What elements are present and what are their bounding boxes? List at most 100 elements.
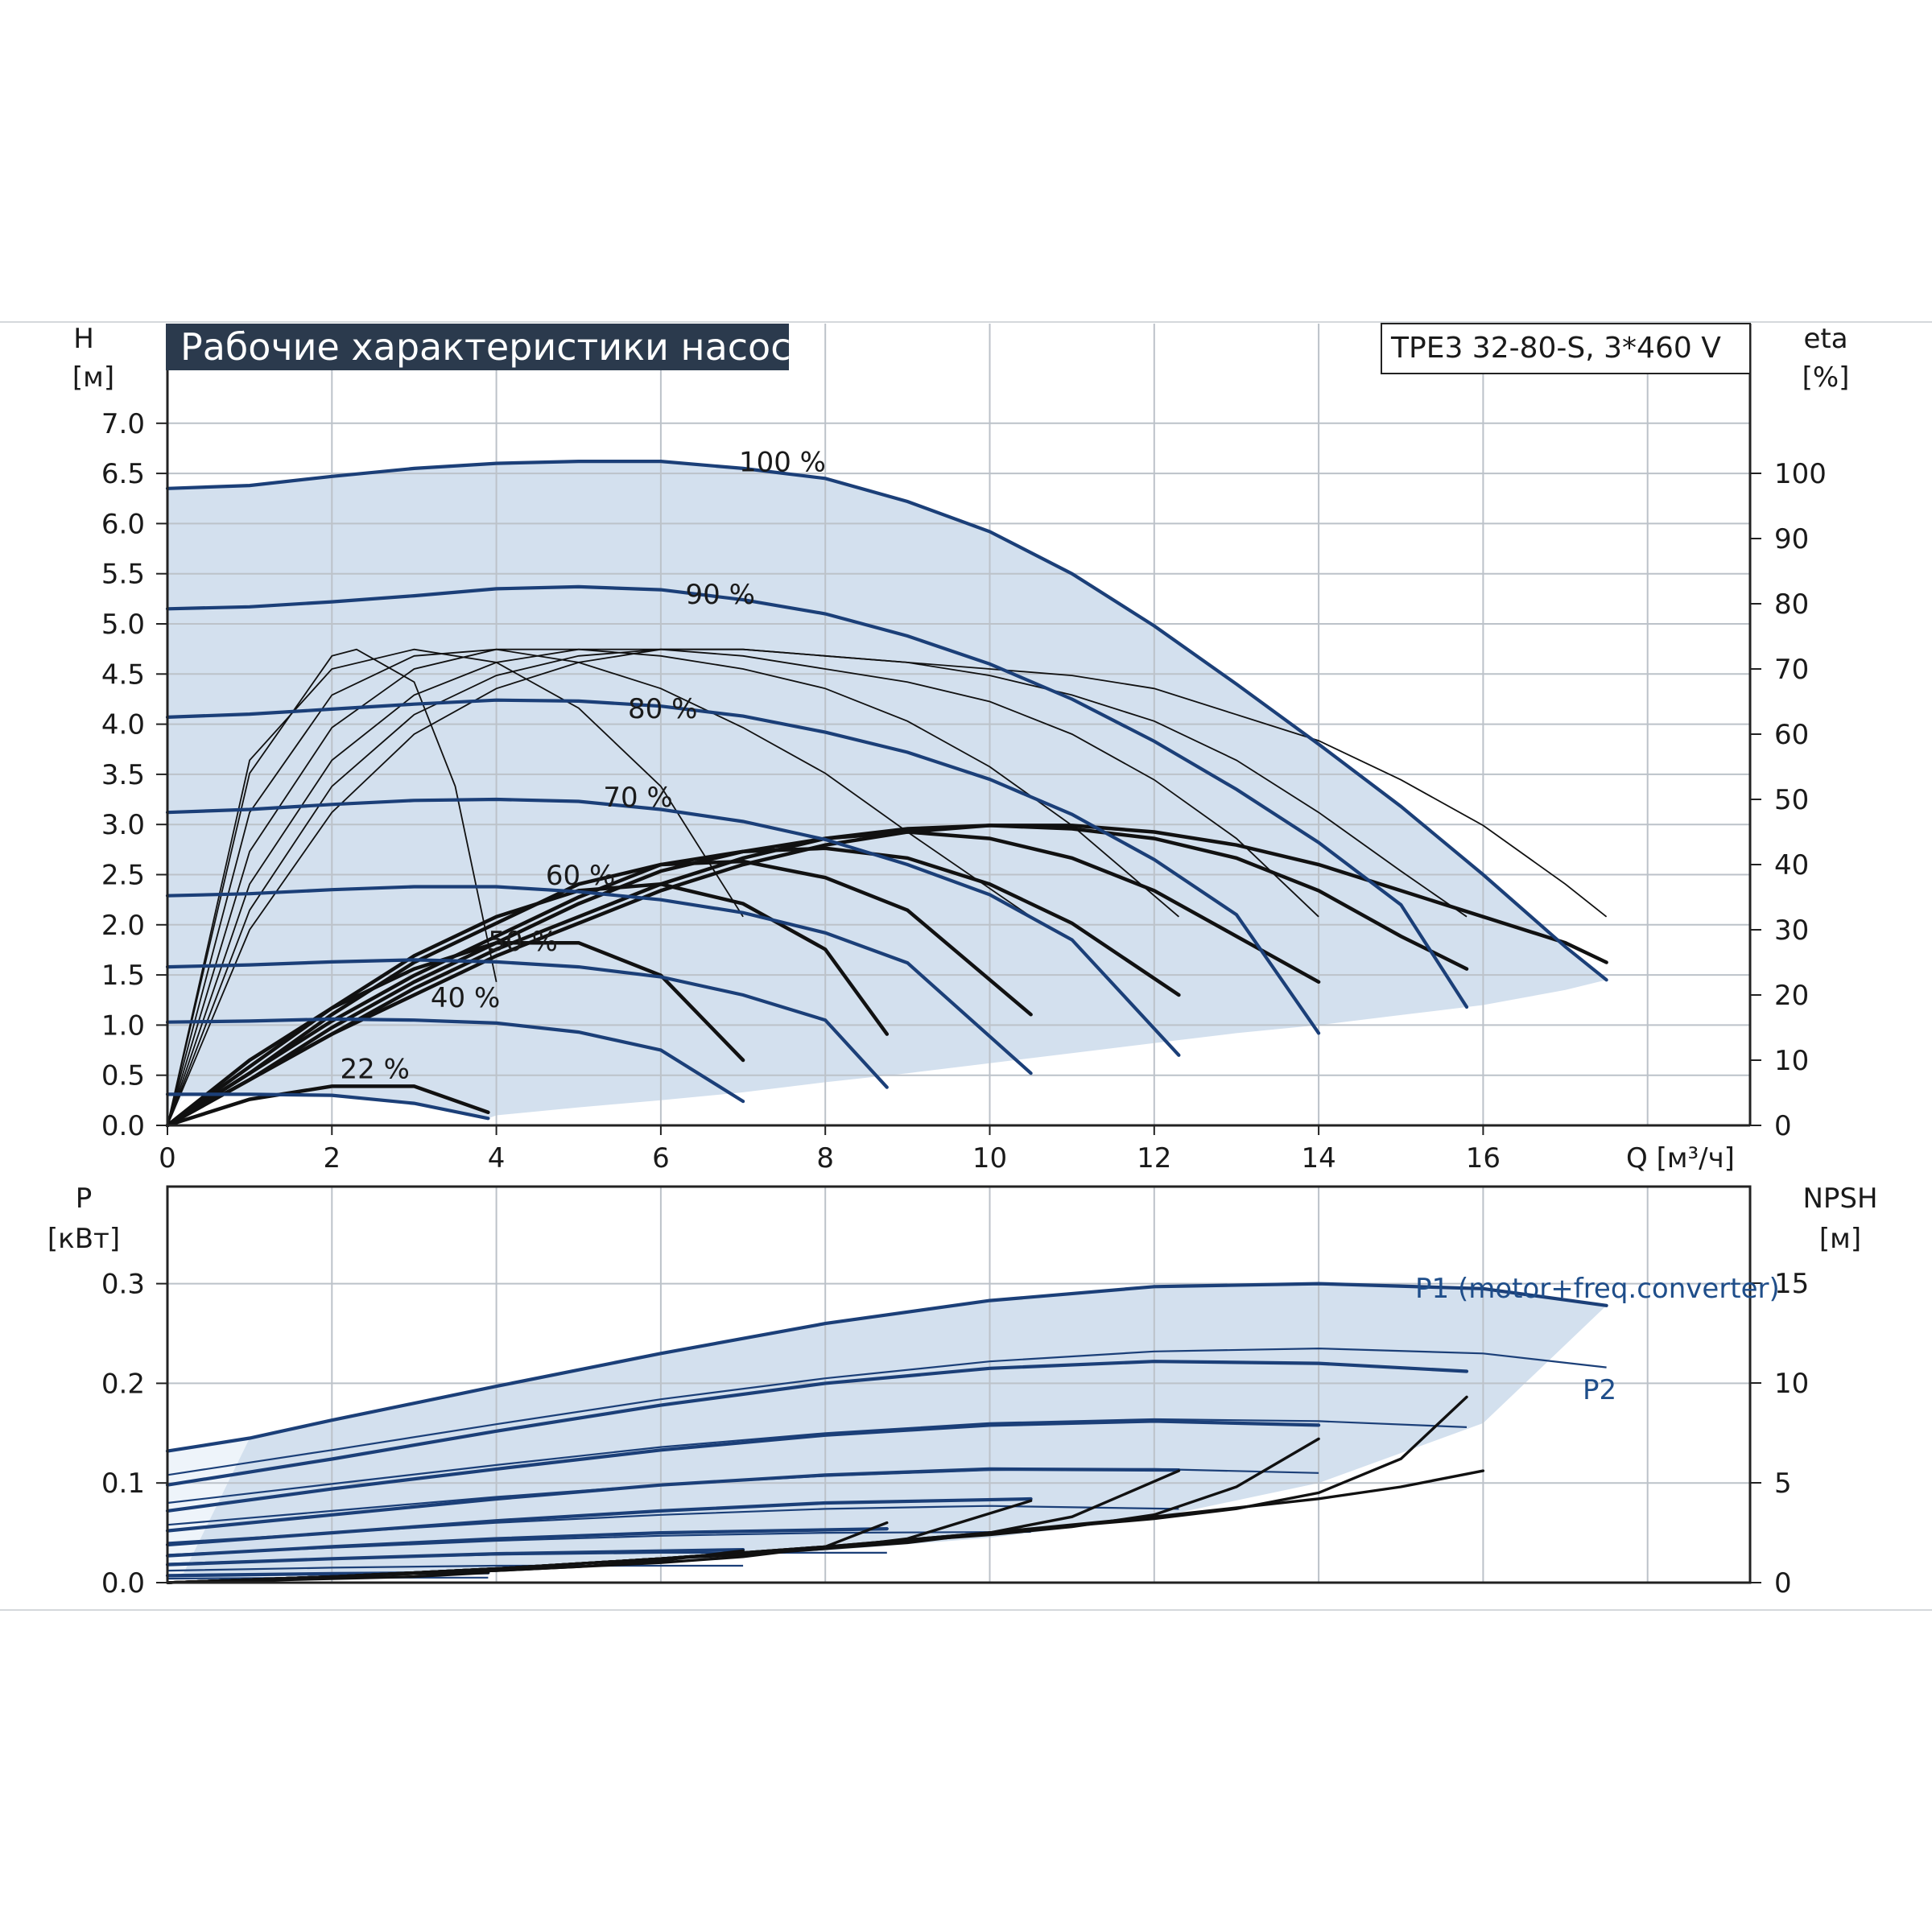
speed-label: 90 %	[686, 579, 755, 611]
x-tick-label: 6	[652, 1142, 670, 1174]
efficiency-parabola	[167, 648, 1468, 1126]
npsh-tick-label: 10	[1774, 1368, 1809, 1400]
x-tick-label: 2	[323, 1142, 341, 1174]
npsh-y-unit: [м]	[1819, 1223, 1861, 1255]
speed-label: 50 %	[488, 926, 557, 958]
head-curve	[165, 460, 1608, 982]
speed-label: 80 %	[628, 693, 697, 725]
head-x-label: Q [м³/ч]	[1626, 1142, 1735, 1174]
y2-tick-label: 100	[1774, 458, 1827, 490]
y2-tick-label: 40	[1774, 849, 1809, 881]
p1-series-label: P1 (motor+freq.converter)	[1415, 1273, 1780, 1305]
chart-title-box	[166, 324, 789, 370]
y2-tick-label: 20	[1774, 980, 1809, 1012]
x-tick-label: 4	[488, 1142, 506, 1174]
npsh-tick-label: 15	[1774, 1268, 1809, 1300]
head-curves	[165, 460, 1608, 1121]
y-tick-label: 3.0	[101, 809, 145, 841]
p1-curves	[165, 1282, 1608, 1578]
y-tick-label: 4.5	[101, 658, 145, 691]
x-tick-label: 14	[1301, 1142, 1335, 1174]
power-tick-labels: 0.0 0.1 0.2 0.3 0 5 10 15	[101, 1268, 1809, 1600]
efficiency-parabola-curves	[167, 648, 1608, 1126]
eta-y-label: eta	[1803, 323, 1847, 355]
head-curve	[165, 1017, 745, 1104]
efficiency-curve	[165, 1084, 490, 1128]
speed-label: 70 %	[603, 782, 672, 814]
head-curve	[165, 1092, 490, 1121]
head-y-unit: [м]	[72, 361, 114, 394]
model-label: TPE3 32-80-S, 3*460 V	[1390, 332, 1721, 365]
y2-tick-label: 80	[1774, 588, 1809, 621]
npsh-tick-label: 5	[1774, 1468, 1792, 1500]
efficiency-curve	[165, 859, 1033, 1128]
head-chart-panel: 0.0 0.5 1.0 1.5 2.0 2.5 3.0 3.5 4.0 4.5 5.0 5.5 6.0 6…	[101, 324, 1827, 1174]
power-axes	[166, 1185, 1752, 1584]
y-tick-label: 4.0	[101, 709, 145, 741]
p2-curves	[167, 1347, 1607, 1580]
power-y-label: P	[76, 1183, 93, 1215]
efficiency-parabola	[167, 648, 744, 1126]
speed-label: 40 %	[431, 982, 500, 1014]
y-tick-label: 2.0	[101, 910, 145, 942]
y-tick-label: 1.0	[101, 1009, 145, 1042]
y-tick-label: 1.5	[101, 960, 145, 992]
p2-curve	[167, 1347, 1607, 1476]
p1-curve	[165, 1527, 889, 1558]
eta-y-unit: [%]	[1802, 361, 1850, 394]
speed-label: 100 %	[739, 447, 826, 479]
y-tick-label: 6.0	[101, 508, 145, 540]
p2-curve	[167, 1418, 1468, 1505]
p-tick-label: 0.0	[101, 1567, 145, 1600]
y2-tick-label: 60	[1774, 719, 1809, 751]
operating-envelope	[167, 461, 1607, 1119]
head-curve	[165, 797, 1181, 1057]
y2-tick-label: 90	[1774, 523, 1809, 555]
model-box	[1381, 323, 1751, 374]
npsh-curve	[166, 1549, 745, 1584]
y2-tick-label: 70	[1774, 654, 1809, 686]
y2-tick-label: 50	[1774, 784, 1809, 816]
speed-label: 60 %	[546, 860, 615, 892]
head-curve	[165, 885, 1033, 1075]
npsh-tick-label: 0	[1774, 1567, 1792, 1600]
efficiency-parabola	[167, 648, 497, 1126]
head-curve	[165, 958, 889, 1089]
p1-curve	[165, 1282, 1608, 1453]
head-tick-labels: 0.0 0.5 1.0 1.5 2.0 2.5 3.0 3.5 4.0 4.5 5.0 5.5 6.0 6…	[101, 408, 1827, 1174]
y-tick-label: 6.5	[101, 458, 145, 490]
power-chart-panel: 0.0 0.1 0.2 0.3 0 5 10 15	[101, 1185, 1809, 1600]
efficiency-curve	[165, 882, 890, 1128]
p1-curve	[165, 1467, 1181, 1533]
p-tick-label: 0.1	[101, 1468, 145, 1500]
p2-series-label: P2	[1583, 1374, 1616, 1406]
y-tick-label: 3.5	[101, 759, 145, 791]
p1-curve	[165, 1548, 745, 1567]
speed-label: 22 %	[341, 1053, 410, 1085]
y-tick-label: 0.0	[101, 1110, 145, 1142]
efficiency-parabola	[167, 648, 1319, 1126]
efficiency-curve	[165, 940, 745, 1128]
p1-curve	[165, 1360, 1469, 1487]
y2-tick-label: 30	[1774, 914, 1809, 947]
y-tick-label: 7.0	[101, 408, 145, 440]
efficiency-parabola	[167, 648, 1032, 1126]
npsh-curve	[166, 1571, 490, 1584]
y-tick-label: 5.5	[101, 559, 145, 591]
p-tick-label: 0.2	[101, 1368, 145, 1400]
p-tick-label: 0.3	[101, 1269, 145, 1301]
npsh-y-label: NPSH	[1802, 1183, 1877, 1215]
p1-curve	[165, 1496, 1033, 1547]
x-tick-label: 10	[972, 1142, 1007, 1174]
head-y-label: H	[73, 323, 94, 355]
y2-tick-label: 0	[1774, 1110, 1792, 1142]
head-curve	[165, 698, 1321, 1035]
x-tick-label: 12	[1137, 1142, 1171, 1174]
power-frame	[166, 1185, 1752, 1584]
y-tick-label: 5.0	[101, 609, 145, 641]
y-tick-label: 0.5	[101, 1060, 145, 1092]
p1-curve	[165, 1419, 1321, 1513]
efficiency-parabola	[167, 648, 1179, 1126]
npsh-curves	[166, 1395, 1485, 1584]
